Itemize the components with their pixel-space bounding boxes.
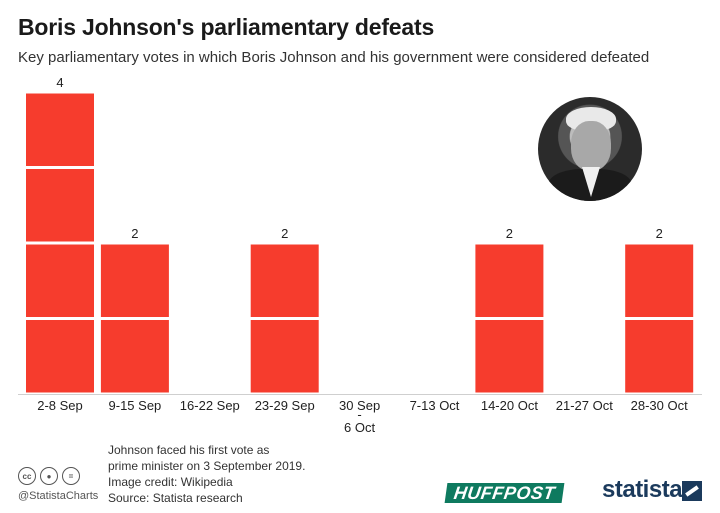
x-tick-label: 21-27 Oct <box>556 398 613 413</box>
bar-block <box>625 320 694 393</box>
statista-logo: statista <box>602 476 683 503</box>
bar-block <box>26 244 94 317</box>
statista-handle: @StatistaCharts <box>18 490 99 502</box>
data-label: 2 <box>506 226 513 241</box>
source-note: Source: Statista research <box>108 491 243 505</box>
x-tick-label: 7-13 Oct <box>410 398 460 413</box>
x-tick-label: 6 Oct <box>344 420 375 435</box>
cc-icon: cc <box>18 467 36 485</box>
x-tick-label: 23-29 Sep <box>255 398 315 413</box>
x-tick-label: - <box>357 407 361 422</box>
chart-subtitle: Key parliamentary votes in which Boris J… <box>18 49 650 66</box>
data-label: 4 <box>56 75 63 90</box>
x-tick-label: 9-15 Sep <box>109 398 162 413</box>
footnote-line-1: Johnson faced his first vote as <box>108 443 270 457</box>
bar-block <box>475 320 544 393</box>
boris-johnson-portrait <box>538 97 642 201</box>
image-credit: Image credit: Wikipedia <box>108 475 233 489</box>
attribution-icon: ● <box>40 467 58 485</box>
statista-logo-icon <box>682 481 702 501</box>
x-tick-label: 16-22 Sep <box>180 398 240 413</box>
bar-block <box>26 320 94 393</box>
no-derivatives-icon: = <box>62 467 80 485</box>
bar-block <box>250 320 319 393</box>
bar-block <box>26 169 94 242</box>
bar-block <box>625 244 694 317</box>
data-label: 2 <box>656 226 663 241</box>
bar-block <box>250 244 319 317</box>
chart-title: Boris Johnson's parliamentary defeats <box>18 14 435 40</box>
bar-block <box>475 244 544 317</box>
bar-block <box>26 93 94 166</box>
bar-block <box>100 320 169 393</box>
x-tick-label: 14-20 Oct <box>481 398 538 413</box>
huffpost-logo: HUFFPOST <box>444 483 565 503</box>
footnote-line-2: prime minister on 3 September 2019. <box>108 459 306 473</box>
footnote: Johnson faced his first vote as prime mi… <box>108 442 305 506</box>
bar-block <box>100 244 169 317</box>
x-tick-label: 2-8 Sep <box>37 398 83 413</box>
data-label: 2 <box>281 226 288 241</box>
x-tick-label: 30 Sep <box>339 398 380 413</box>
x-tick-label: 28-30 Oct <box>631 398 688 413</box>
data-label: 2 <box>131 226 138 241</box>
license-icons: cc ● = <box>18 467 80 485</box>
